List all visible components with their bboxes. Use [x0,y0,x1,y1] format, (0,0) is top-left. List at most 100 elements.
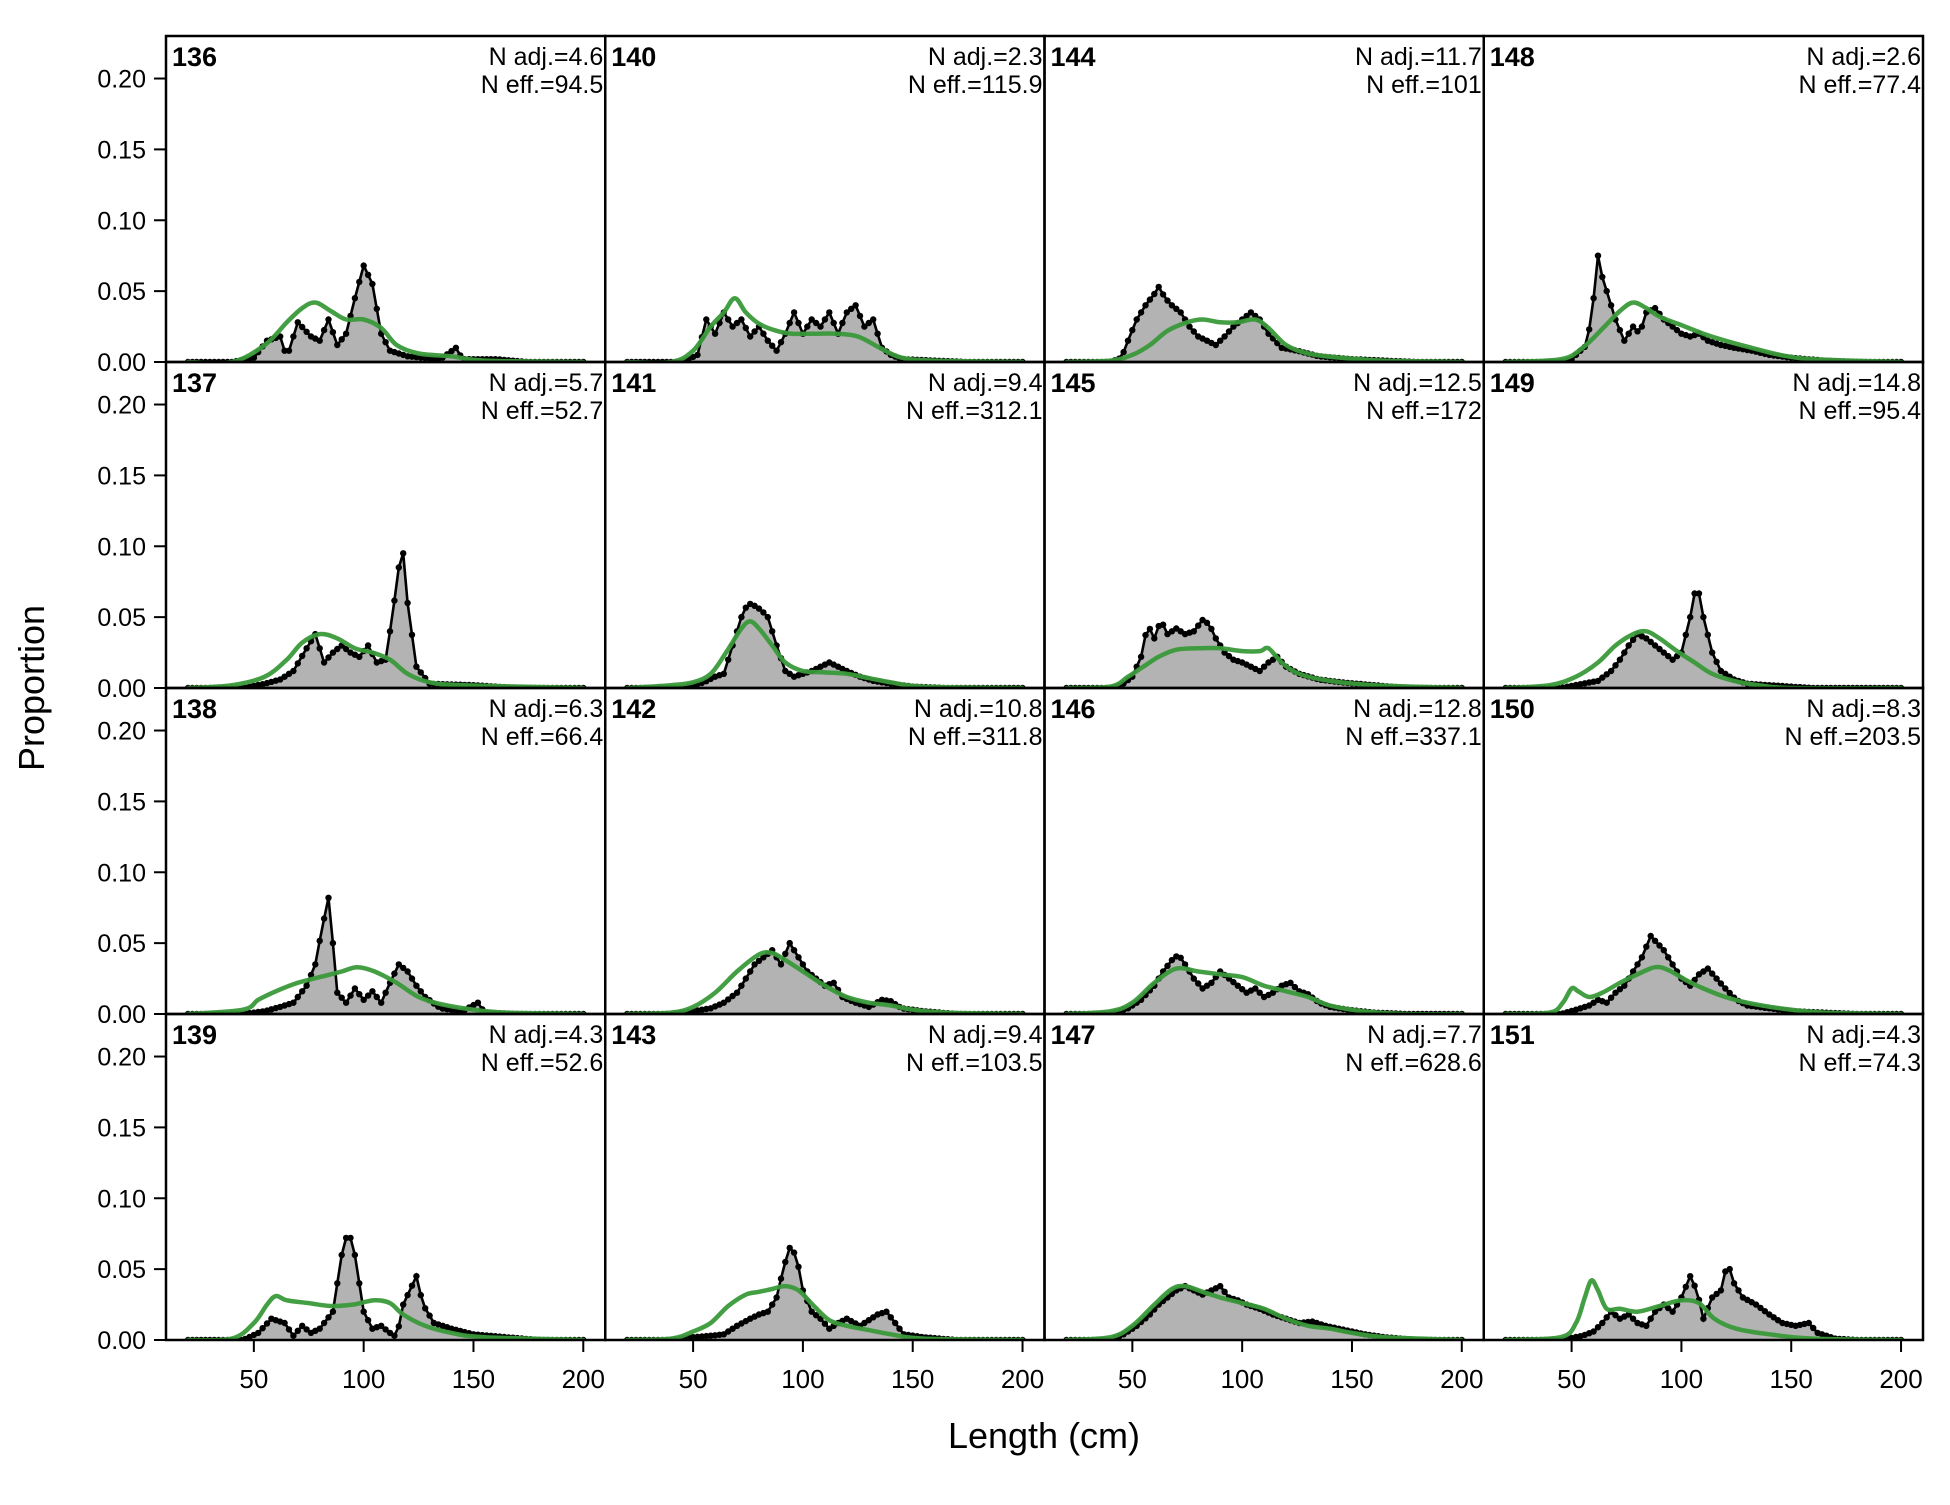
observed-point [391,597,398,604]
x-tick-label: 50 [679,1364,708,1394]
observed-point [1208,625,1215,633]
expected-line [624,295,1025,362]
observed-point [1256,989,1263,996]
observed-area [1505,593,1902,688]
observed-point [729,992,736,1000]
x-tick-label: 100 [781,1364,824,1394]
observed-point [742,975,749,982]
y-tick-label: 0.00 [97,349,146,377]
observed-point [1217,1282,1224,1290]
observed-point [294,319,301,326]
observed-point [259,1325,266,1332]
panel-plot-area [1044,283,1484,362]
expected-line [1503,964,1904,1014]
observed-point [422,1305,429,1312]
observed-point [764,613,771,621]
observed-point [1225,652,1233,660]
observed-point [356,991,363,998]
observed-point [1612,1312,1619,1319]
observed-point [1599,273,1606,281]
panel-146: 146 N adj.=12.8N eff.=337.1 [1043,686,1485,1016]
panel-150: 150 N adj.=8.3N eff.=203.5 [1482,686,1925,1016]
observed-points [1502,1265,1905,1340]
n-adj-label: N adj.=12.8 [1353,695,1482,723]
n-eff-label: N eff.=74.3 [1798,1049,1921,1077]
observed-point [342,330,350,337]
observed-point [281,347,288,354]
observed-point [373,305,380,312]
observed-point [786,939,793,947]
observed-point [448,347,455,355]
observed-point [812,1312,820,1319]
observed-point [760,954,767,961]
observed-point [303,982,310,989]
panel-label: 144 [1051,42,1096,72]
observed-area [187,1237,584,1340]
observed-point [452,344,460,351]
observed-line [188,1236,584,1340]
observed-point [1629,1315,1637,1322]
observed-point [1625,330,1632,337]
observed-point [413,1273,420,1280]
y-tick-label: 0.15 [97,136,146,164]
observed-point [364,992,372,999]
observed-point [720,670,727,677]
observed-point [1137,653,1145,660]
observed-point [426,1312,433,1319]
observed-point [1704,965,1712,972]
observed-point [1177,954,1184,961]
observed-point [830,979,837,986]
observed-point [1133,316,1140,323]
panel-137: 137 N adj.=5.7N eff.=52.7 [164,360,607,690]
observed-point [1124,337,1132,344]
observed-point [790,947,798,954]
panel-139: 139 N adj.=4.3N eff.=52.6 [164,1012,607,1342]
observed-point [364,271,372,278]
observed-point [395,961,402,968]
observed-point [1665,954,1672,961]
observed-point [755,605,763,612]
observed-point [1805,1319,1813,1327]
observed-point [1713,975,1720,982]
observed-point [861,323,868,330]
observed-point [1190,975,1198,982]
observed-point [1195,622,1202,629]
observed-point [790,1249,798,1256]
y-tick-label: 0.15 [97,462,146,490]
n-eff-label: N eff.=94.5 [481,71,604,99]
observed-point [738,613,745,621]
expected-line [1503,1278,1904,1340]
panel-plot-area [605,939,1045,1014]
observed-point [1643,1322,1650,1330]
observed-point [1594,252,1602,259]
n-eff-label: N eff.=52.6 [481,1049,604,1077]
observed-point [1616,986,1624,993]
observed-point [1669,961,1676,968]
observed-point [294,993,301,1001]
observed-area [187,265,584,362]
observed-point [795,1263,802,1271]
observed-point [312,961,319,968]
observed-point [408,975,416,982]
n-eff-label: N eff.=203.5 [1785,723,1921,751]
panel-141: 141 N adj.=9.4N eff.=312.1 [604,360,1046,690]
observed-point [299,988,306,995]
observed-point [1730,1280,1738,1287]
y-tick-label: 0.15 [97,1114,146,1142]
observed-point [1599,674,1606,681]
observed-point [303,1326,310,1333]
observed-point [1203,619,1211,626]
y-tick-label: 0.20 [97,392,146,420]
panel-label: 151 [1490,1020,1535,1050]
observed-point [1687,613,1694,621]
observed-point [1647,638,1654,646]
observed-point [303,645,310,652]
observed-point [830,319,837,327]
observed-point [1155,283,1162,291]
x-tick-label: 200 [1001,1364,1044,1394]
observed-point [382,1326,389,1333]
observed-point [263,1320,271,1327]
expected-line [185,964,586,1014]
observed-point [1146,625,1154,633]
observed-point [395,1323,402,1330]
